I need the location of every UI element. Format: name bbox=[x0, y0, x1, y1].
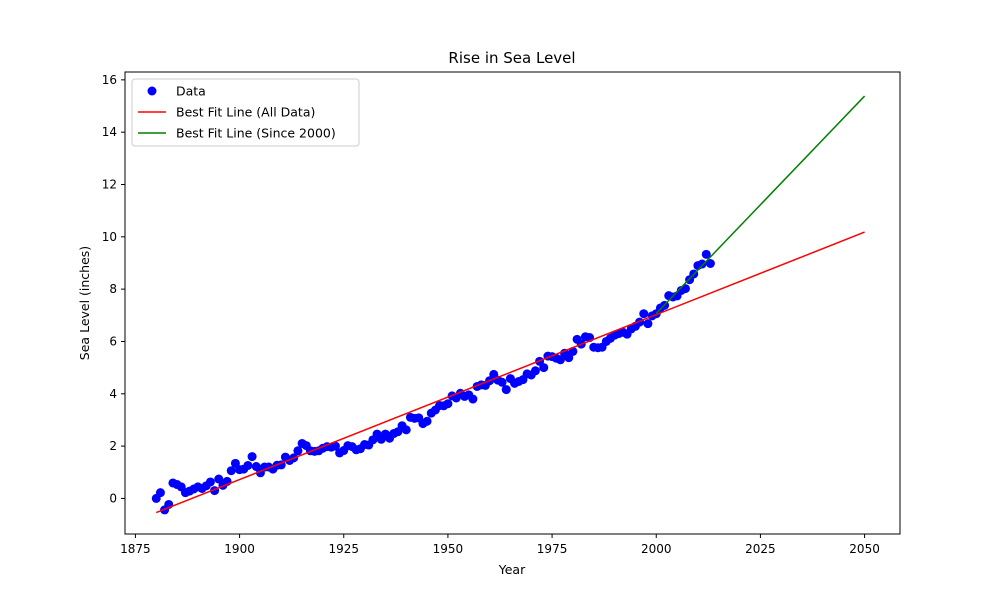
y-tick-label: 14 bbox=[102, 125, 117, 139]
data-point bbox=[293, 446, 303, 456]
data-point bbox=[530, 366, 540, 376]
legend-label-fit-recent: Best Fit Line (Since 2000) bbox=[176, 126, 336, 141]
data-point bbox=[243, 460, 253, 470]
chart-title: Rise in Sea Level bbox=[448, 49, 575, 67]
x-axis: 1875 1900 1925 1950 1975 2000 2025 2050 bbox=[120, 534, 880, 556]
data-point bbox=[443, 399, 453, 409]
plot-marks bbox=[151, 95, 866, 515]
data-point bbox=[705, 258, 715, 268]
legend-marker-data bbox=[147, 86, 157, 96]
y-tick-label: 2 bbox=[109, 439, 117, 453]
x-tick-label: 1925 bbox=[328, 542, 359, 556]
data-point bbox=[468, 394, 478, 404]
y-tick-label: 12 bbox=[102, 177, 117, 191]
legend-box bbox=[131, 78, 360, 147]
data-point bbox=[422, 416, 432, 426]
data-point bbox=[555, 355, 565, 365]
best-fit-line-since-2000 bbox=[655, 95, 866, 314]
data-point bbox=[205, 477, 215, 487]
data-point bbox=[643, 319, 653, 329]
data-point bbox=[330, 441, 340, 451]
data-point bbox=[539, 363, 549, 373]
y-axis: 0 2 4 6 8 10 12 14 16 bbox=[102, 73, 125, 505]
x-axis-label: Year bbox=[498, 562, 526, 577]
data-point bbox=[401, 425, 411, 435]
y-tick-label: 8 bbox=[109, 282, 117, 296]
data-point bbox=[697, 259, 707, 269]
data-point bbox=[226, 466, 236, 476]
y-tick-label: 10 bbox=[102, 230, 117, 244]
y-tick-label: 16 bbox=[102, 73, 117, 87]
x-tick-label: 1975 bbox=[537, 542, 568, 556]
data-point bbox=[497, 377, 507, 387]
best-fit-line-all-data bbox=[155, 231, 865, 514]
y-tick-label: 0 bbox=[109, 491, 117, 505]
x-tick-label: 1950 bbox=[433, 542, 464, 556]
data-point bbox=[701, 249, 711, 259]
x-tick-label: 2000 bbox=[641, 542, 672, 556]
legend-label-data: Data bbox=[176, 84, 206, 99]
x-tick-label: 1875 bbox=[120, 542, 151, 556]
y-tick-label: 4 bbox=[109, 387, 117, 401]
x-tick-label: 2025 bbox=[745, 542, 776, 556]
legend-label-fit-all: Best Fit Line (All Data) bbox=[176, 105, 315, 120]
y-tick-label: 6 bbox=[109, 334, 117, 348]
plot-frame bbox=[124, 71, 901, 535]
data-point bbox=[247, 452, 257, 462]
data-point bbox=[155, 488, 165, 498]
y-axis-label: Sea Level (inches) bbox=[77, 246, 92, 360]
legend: Data Best Fit Line (All Data) Best Fit L… bbox=[131, 78, 360, 147]
data-point bbox=[501, 385, 511, 395]
x-tick-label: 1900 bbox=[224, 542, 255, 556]
x-tick-label: 2050 bbox=[849, 542, 880, 556]
data-point bbox=[639, 309, 649, 319]
